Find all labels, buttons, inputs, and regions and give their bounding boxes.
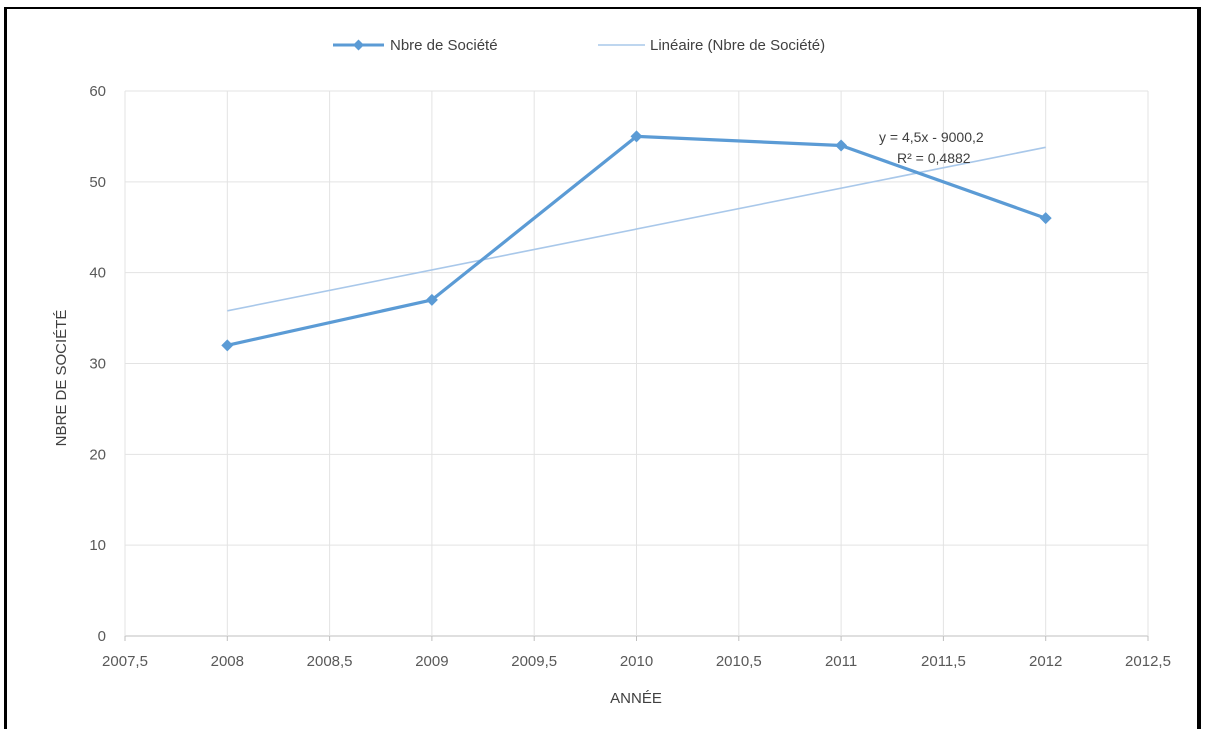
trendline xyxy=(227,146,1046,312)
data-point-marker xyxy=(425,293,438,306)
x-tick-label: 2012 xyxy=(1029,653,1062,670)
series-group xyxy=(221,130,1052,352)
trendline-r-squared: R² = 0,4882 xyxy=(897,150,971,166)
y-tick-label: 60 xyxy=(89,83,106,100)
data-point-marker xyxy=(1039,212,1052,225)
x-tick-label: 2009,5 xyxy=(511,653,557,670)
y-tick-label: 40 xyxy=(89,265,106,282)
y-tick-label: 0 xyxy=(98,628,106,645)
y-axis-title: NBRE DE SOCIÉTÉ xyxy=(53,310,70,447)
y-tick-label: 50 xyxy=(89,174,106,191)
x-tick-label: 2010,5 xyxy=(716,653,762,670)
data-point-marker xyxy=(835,139,848,152)
data-point-marker xyxy=(630,130,643,143)
trendline-equation: y = 4,5x - 9000,2 xyxy=(879,129,984,145)
x-axis-title: ANNÉE xyxy=(610,690,662,707)
x-tick-label: 2011,5 xyxy=(921,653,966,670)
y-tick-label: 10 xyxy=(89,537,106,554)
x-tick-label: 2008 xyxy=(211,653,244,670)
y-tick-label: 20 xyxy=(89,446,106,463)
data-point-marker xyxy=(221,339,234,352)
legend-marker-icon xyxy=(353,39,364,51)
legend: Nbre de Société Linéaire (Nbre de Sociét… xyxy=(333,37,825,54)
x-tick-label: 2007,5 xyxy=(102,653,148,670)
x-tick-label: 2011 xyxy=(825,653,857,670)
legend-label-trendline: Linéaire (Nbre de Société) xyxy=(650,37,825,54)
x-tick-label: 2008,5 xyxy=(307,653,353,670)
x-tick-label: 2012,5 xyxy=(1125,653,1171,670)
chart-frame xyxy=(4,7,1201,729)
y-axis-ticks: 0 10 20 30 40 50 60 xyxy=(89,83,106,645)
gridlines xyxy=(124,90,1149,641)
x-axis-ticks: 2007,5 2008 2008,5 2009 2009,5 2010 2010,5 2011… xyxy=(102,653,1171,670)
y-tick-label: 30 xyxy=(89,356,106,373)
x-tick-label: 2010 xyxy=(620,653,653,670)
legend-label-series: Nbre de Société xyxy=(390,37,498,54)
x-tick-label: 2009 xyxy=(415,653,448,670)
